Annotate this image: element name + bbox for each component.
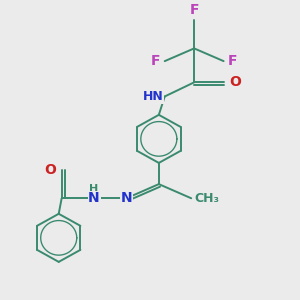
Text: N: N — [88, 191, 100, 205]
Text: H: H — [89, 184, 99, 194]
Text: F: F — [189, 3, 199, 17]
Text: O: O — [44, 163, 56, 177]
Text: HN: HN — [142, 90, 163, 103]
Text: N: N — [121, 191, 132, 205]
Text: F: F — [228, 54, 238, 68]
Text: F: F — [151, 54, 160, 68]
Text: CH₃: CH₃ — [194, 192, 219, 205]
Text: O: O — [230, 75, 242, 89]
